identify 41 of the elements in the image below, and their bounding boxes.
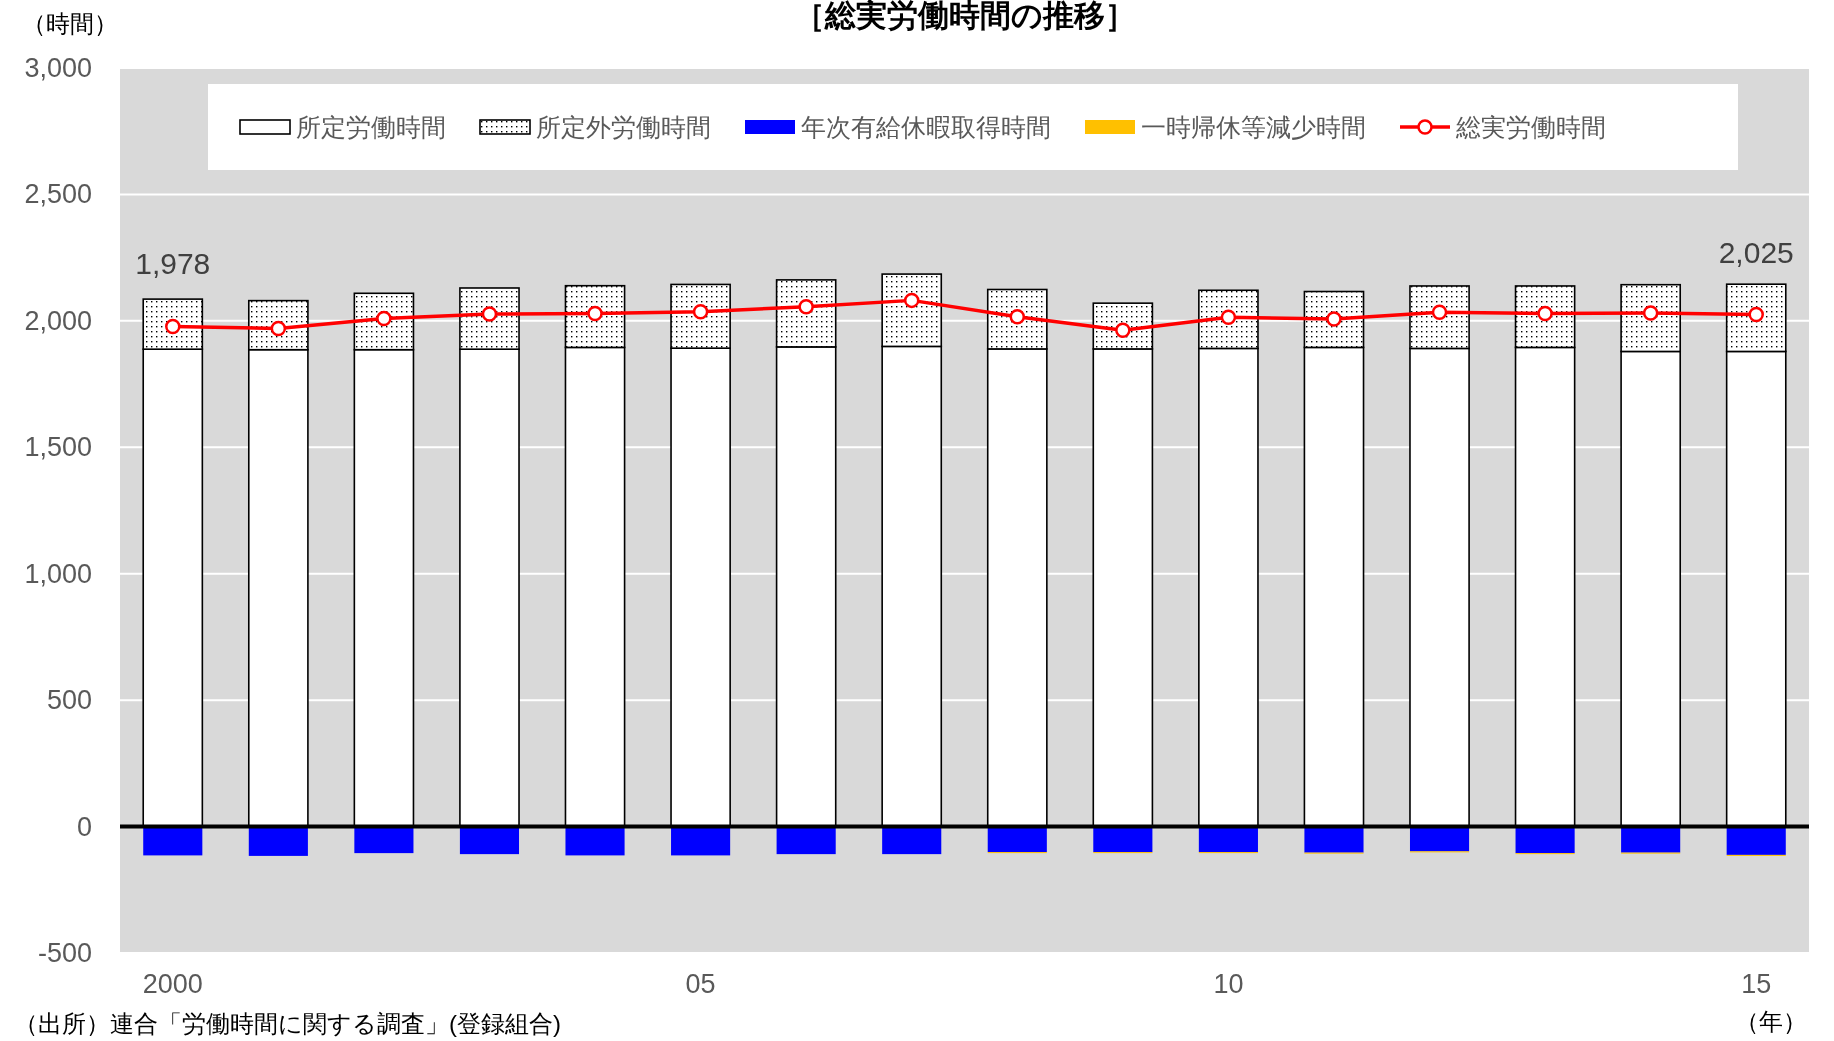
y-tick-label: 1,000: [24, 558, 92, 589]
point: [798, 298, 814, 315]
x-tick-label: 2000: [142, 969, 203, 999]
point: [1748, 306, 1764, 323]
legend-label: 一時帰休等減少時間: [1141, 113, 1366, 141]
x-axis-title: （年）: [1735, 1008, 1807, 1035]
bar: [1198, 826, 1258, 853]
bar: [776, 826, 836, 855]
bar: [1621, 826, 1681, 853]
bar: [143, 826, 203, 856]
y-tick-label: 0: [76, 811, 92, 842]
data-label: 2,025: [1718, 235, 1794, 269]
bar: [1304, 826, 1364, 853]
bar: [565, 826, 625, 856]
bar: [248, 826, 308, 856]
y-tick-label: -500: [37, 938, 92, 968]
x-tick-label: 05: [685, 969, 716, 999]
bar: [671, 826, 731, 856]
text: （出所）連合「労働時間に関する調査」(登録組合): [14, 1010, 561, 1037]
bar: [882, 826, 942, 855]
bar: [1726, 826, 1786, 855]
legend-label: 総実労働時間: [1455, 113, 1606, 141]
bar: [459, 826, 520, 855]
bar: [1515, 826, 1575, 854]
bar: [1093, 826, 1153, 853]
point: [1642, 305, 1659, 321]
legend-label: 所定外労働時間: [536, 113, 711, 141]
y-tick-label: 3,000: [24, 53, 92, 83]
y-tick-label: 1,500: [24, 432, 92, 463]
y-tick-label: 2,500: [24, 179, 92, 210]
bar: [354, 826, 414, 854]
y-axis-title: （時間）: [22, 10, 118, 37]
y-tick-label: 2,000: [24, 305, 92, 336]
legend-label: 所定労働時間: [296, 113, 446, 141]
point: [903, 292, 920, 309]
legend-label: 年次有給休暇取得時間: [801, 113, 1051, 141]
x-tick-label: 10: [1213, 969, 1244, 999]
x-tick-label: 15: [1741, 969, 1772, 999]
data-label: 1,978: [135, 247, 211, 281]
bar: [987, 826, 1047, 853]
y-tick-label: 500: [46, 685, 92, 716]
